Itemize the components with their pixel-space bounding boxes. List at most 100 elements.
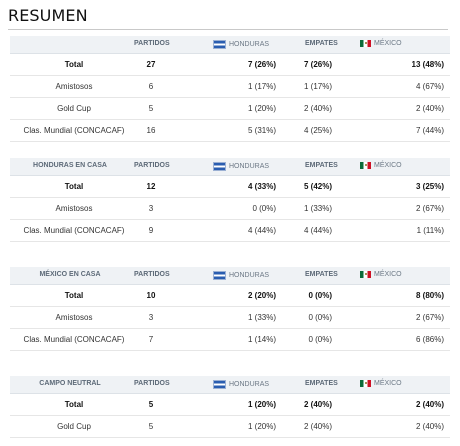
cell-honduras: 1 (20%) [247,104,276,113]
col-header-empates: EMPATES [305,40,338,47]
cell-empates: 7 (26%) [303,60,332,69]
cell-empates: 2 (40%) [303,104,332,113]
section-table: MÉXICO EN CASA PARTIDOS HONDURAS EMPATES MÉX… [10,267,450,351]
row-label: Amistosos [55,82,93,91]
mexico-flag-icon [360,271,371,278]
section-table: HONDURAS EN CASA PARTIDOS HONDURAS EMPATES M… [10,158,450,242]
honduras-flag-icon [213,40,226,49]
cell-empates: 4 (25%) [303,126,332,135]
cell-partidos: 27 [146,60,156,69]
cell-honduras: 5 (31%) [247,126,276,135]
col-header-mexico: MÉXICO [360,380,402,387]
honduras-flag-icon [213,380,226,389]
section-table: CAMPO NEUTRAL PARTIDOS HONDURAS EMPATES MÉXI… [10,376,450,438]
col-header-mexico-label: MÉXICO [374,271,402,278]
col-header-mexico: MÉXICO [360,40,402,47]
cell-honduras: 7 (26%) [247,60,276,69]
cell-mexico: 13 (48%) [411,60,444,69]
table-row: Clas. Mundial (CONCACAF) 9 4 (44%) 4 (44%) 1… [10,220,450,242]
cell-mexico: 2 (40%) [415,400,444,409]
cell-empates: 2 (40%) [303,400,332,409]
col-header-mexico-label: MÉXICO [374,162,402,169]
cell-empates: 5 (42%) [303,182,332,191]
honduras-flag-icon [213,271,226,280]
section-title: CAMPO NEUTRAL [39,380,101,387]
page-title: RESUMEN [8,6,88,25]
col-header-partidos: PARTIDOS [134,162,170,169]
col-header-empates: EMPATES [305,162,338,169]
row-label: Total [64,291,84,300]
col-header-honduras: HONDURAS [213,40,269,49]
cell-partidos: 7 [148,335,154,344]
cell-partidos: 9 [148,226,154,235]
cell-partidos: 5 [148,104,154,113]
col-header-mexico-label: MÉXICO [374,40,402,47]
cell-honduras: 2 (20%) [247,291,276,300]
cell-honduras: 4 (33%) [247,182,276,191]
cell-partidos: 5 [148,400,154,409]
section-header: HONDURAS EN CASA PARTIDOS HONDURAS EMPATES M… [10,158,450,176]
col-header-mexico: MÉXICO [360,271,402,278]
cell-partidos: 6 [148,82,154,91]
mexico-flag-icon [360,40,371,47]
cell-empates: 0 (0%) [308,313,332,322]
col-header-honduras-label: HONDURAS [229,381,270,388]
table-row: Amistosos 3 1 (33%) 0 (0%) 2 (67%) [10,307,450,329]
mexico-flag-icon [360,380,371,387]
cell-partidos: 3 [148,313,154,322]
cell-empates: 2 (40%) [303,422,332,431]
cell-empates: 0 (0%) [308,291,332,300]
cell-empates: 1 (33%) [303,204,332,213]
mexico-flag-icon [360,162,371,169]
col-header-mexico: MÉXICO [360,162,402,169]
row-label: Total [64,60,84,69]
cell-partidos: 16 [146,126,156,135]
section-title: MÉXICO EN CASA [39,271,101,278]
row-label: Clas. Mundial (CONCACAF) [23,226,125,235]
cell-empates: 1 (17%) [303,82,332,91]
row-label: Total [64,400,84,409]
table-row: Amistosos 6 1 (17%) 1 (17%) 4 (67%) [10,76,450,98]
col-header-honduras: HONDURAS [213,271,269,280]
cell-honduras: 4 (44%) [247,226,276,235]
cell-mexico: 7 (44%) [415,126,444,135]
col-header-partidos: PARTIDOS [134,271,170,278]
table-row: Total 5 1 (20%) 2 (40%) 2 (40%) [10,394,450,416]
cell-honduras: 1 (33%) [247,313,276,322]
row-label: Clas. Mundial (CONCACAF) [23,126,125,135]
cell-partidos: 10 [146,291,156,300]
col-header-honduras-label: HONDURAS [229,272,270,279]
cell-honduras: 1 (20%) [247,422,276,431]
col-header-honduras-label: HONDURAS [229,41,270,48]
cell-honduras: 1 (17%) [247,82,276,91]
cell-mexico: 2 (40%) [415,104,444,113]
col-header-honduras: HONDURAS [213,162,269,171]
section-header: CAMPO NEUTRAL PARTIDOS HONDURAS EMPATES MÉXI… [10,376,450,394]
cell-mexico: 4 (67%) [415,82,444,91]
table-row: Gold Cup 5 1 (20%) 2 (40%) 2 (40%) [10,416,450,438]
col-header-honduras: HONDURAS [213,380,269,389]
title-divider [8,29,448,30]
section-header: MÉXICO EN CASA PARTIDOS HONDURAS EMPATES MÉX… [10,267,450,285]
table-row: Clas. Mundial (CONCACAF) 16 5 (31%) 4 (25%)… [10,120,450,142]
cell-mexico: 2 (67%) [415,204,444,213]
section-table: PARTIDOS HONDURAS EMPATES MÉXICO Total 27 7 (2… [10,36,450,142]
cell-honduras: 1 (14%) [247,335,276,344]
cell-partidos: 12 [146,182,156,191]
row-label: Amistosos [55,204,93,213]
row-label: Amistosos [55,313,93,322]
cell-mexico: 1 (11%) [416,226,444,235]
cell-empates: 0 (0%) [308,335,332,344]
col-header-honduras-label: HONDURAS [229,163,270,170]
cell-mexico: 8 (80%) [415,291,444,300]
cell-partidos: 5 [148,422,154,431]
col-header-empates: EMPATES [305,271,338,278]
honduras-flag-icon [213,162,226,171]
row-label: Clas. Mundial (CONCACAF) [23,335,125,344]
table-row: Total 10 2 (20%) 0 (0%) 8 (80%) [10,285,450,307]
cell-partidos: 3 [148,204,154,213]
table-row: Gold Cup 5 1 (20%) 2 (40%) 2 (40%) [10,98,450,120]
col-header-empates: EMPATES [305,380,338,387]
cell-mexico: 2 (67%) [415,313,444,322]
section-title: HONDURAS EN CASA [33,162,107,169]
